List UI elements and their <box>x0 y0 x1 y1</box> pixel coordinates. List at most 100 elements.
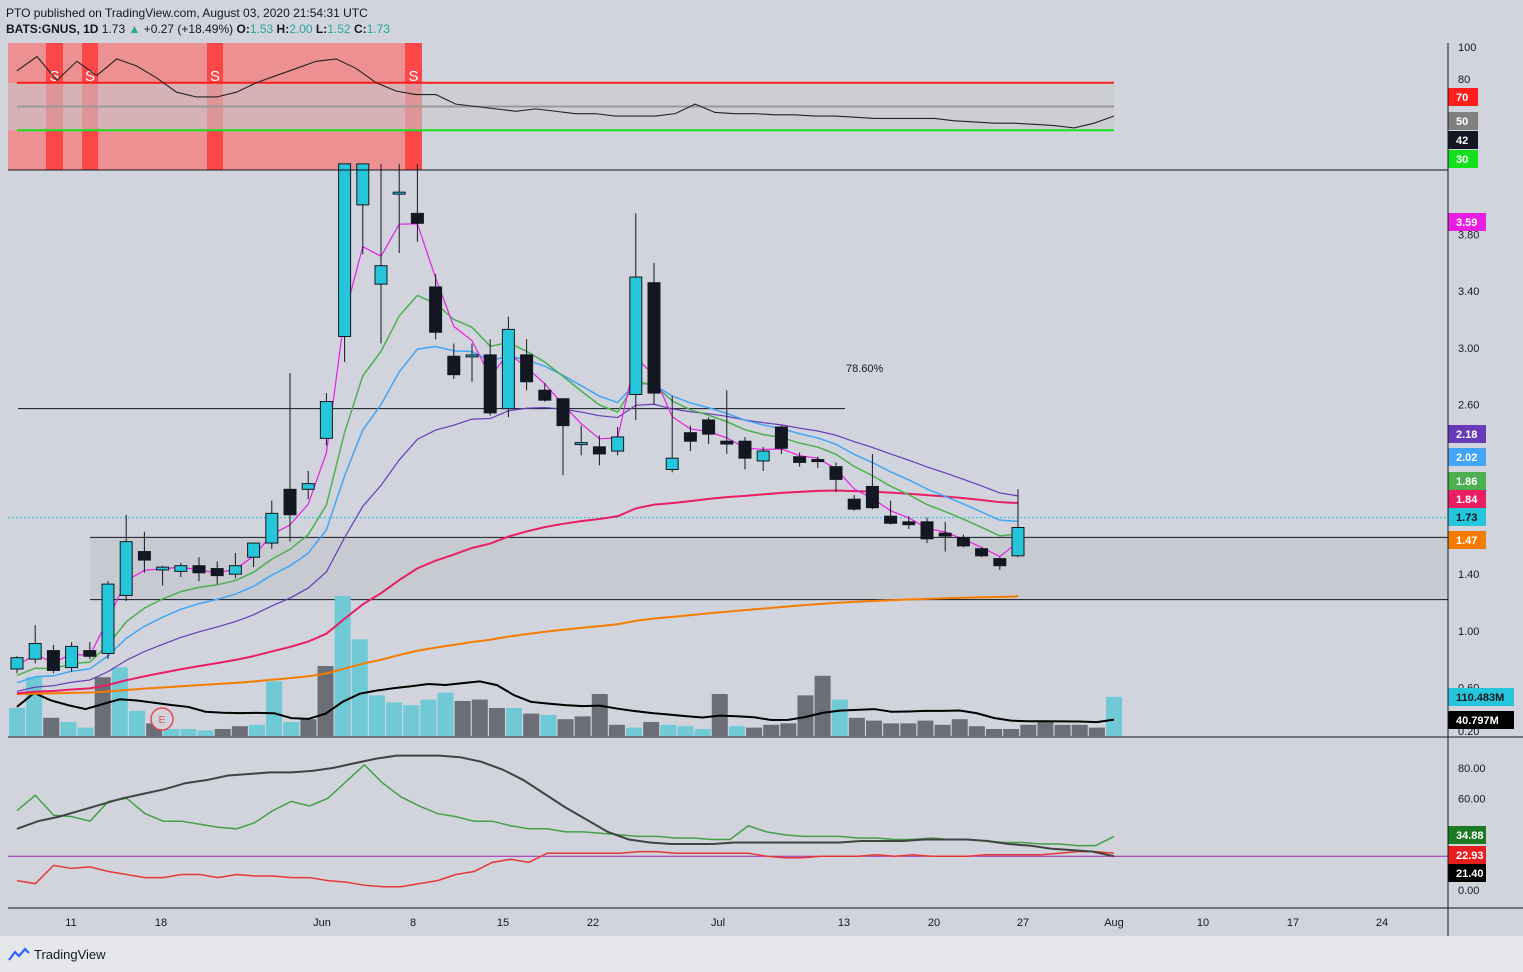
candle-body <box>520 354 534 383</box>
candle-body <box>28 643 42 660</box>
volume-bar <box>814 675 831 736</box>
badge-rsi-30-label: 30 <box>1456 154 1468 166</box>
volume-bar <box>900 723 917 736</box>
candle-body <box>83 650 97 657</box>
symbol-label: BATS:GNUS, 1D <box>6 22 99 36</box>
volume-bar <box>591 694 608 736</box>
ma-blue-line <box>16 345 1019 684</box>
badge-ma-1-47-label: 1.47 <box>1456 535 1477 547</box>
volume-bar <box>26 677 43 736</box>
time-axis-label: 15 <box>497 917 509 929</box>
candle-body <box>647 282 661 394</box>
candle-body <box>720 440 734 445</box>
badge-ma-2-18-label: 2.18 <box>1456 429 1477 441</box>
badge-vol-ma-label: 40.797M <box>1456 715 1499 727</box>
candle-body <box>319 401 333 439</box>
badge-adx-22-93 <box>1448 846 1486 864</box>
volume-bar <box>111 667 128 736</box>
badge-ma-2-02 <box>1448 448 1486 466</box>
candle-body <box>483 354 497 414</box>
tradingview-logo[interactable]: TradingView <box>8 947 106 962</box>
candle-body <box>538 389 552 401</box>
badge-ma-3-59-label: 3.59 <box>1456 217 1477 229</box>
badge-rsi-50 <box>1448 112 1478 130</box>
time-axis-label: 10 <box>1197 917 1209 929</box>
candle-body <box>174 565 188 572</box>
candle-body <box>447 355 461 376</box>
candle-body <box>975 548 989 557</box>
candle-body <box>683 432 697 442</box>
sell-signal-label: S <box>210 68 220 85</box>
volume-bar <box>1088 727 1105 736</box>
candle-body <box>774 426 788 449</box>
volume-bar <box>368 695 385 736</box>
earnings-marker[interactable]: E <box>150 707 174 731</box>
candle-body <box>392 191 406 195</box>
badge-ma-1-84-label: 1.84 <box>1456 494 1478 506</box>
candle-body <box>884 515 898 524</box>
candle-body <box>902 521 916 526</box>
volume-bar <box>454 701 471 736</box>
volume-bar <box>437 692 454 736</box>
candle-body <box>429 286 443 333</box>
candle-body <box>501 328 515 410</box>
volume-bar <box>523 713 540 736</box>
volume-bar <box>197 730 214 736</box>
volume-bar <box>403 705 420 736</box>
volume-bar <box>677 726 694 736</box>
badge-ma-1-86-label: 1.86 <box>1456 476 1477 488</box>
zone-rect <box>90 537 1448 600</box>
volume-bar <box>386 702 403 736</box>
volume-bar <box>728 726 745 736</box>
volume-ma-line <box>16 680 1115 724</box>
candle-body <box>793 456 807 463</box>
candle-body <box>611 436 625 452</box>
candle-body <box>938 532 952 537</box>
candle-body <box>956 536 970 547</box>
badge-vol-cur-label: 110.483M <box>1456 692 1504 704</box>
fib-label: 78.60% <box>846 363 884 375</box>
volume-bar <box>968 726 985 736</box>
time-axis-label: 11 <box>65 917 76 929</box>
ma-red-line <box>16 489 1019 695</box>
candle-body <box>10 657 24 670</box>
candle-body <box>283 488 297 516</box>
volume-bar <box>831 699 848 736</box>
volume-bar <box>300 719 317 736</box>
publish-info: PTO published on TradingView.com, August… <box>6 6 368 20</box>
time-axis-label: 20 <box>928 917 940 929</box>
adx-axis-label: 0.00 <box>1458 885 1479 897</box>
adx-line <box>16 754 1115 858</box>
volume-bar <box>746 727 763 736</box>
candlesticks[interactable] <box>10 163 1025 674</box>
volume-bar <box>248 724 265 736</box>
badge-price-1-73-label: 1.73 <box>1456 512 1477 524</box>
volume-bar <box>1054 724 1071 736</box>
volume-bar <box>128 710 145 736</box>
volume-bar <box>180 729 197 736</box>
close-label: C: <box>353 22 367 36</box>
volume-bar <box>60 722 77 736</box>
volume-bar <box>163 729 180 736</box>
candle-body <box>629 276 643 395</box>
high-label: H: <box>276 22 290 36</box>
badge-adx-34-88-label: 34.88 <box>1456 830 1484 842</box>
volume-bar <box>1071 724 1088 736</box>
candle-body <box>356 163 370 206</box>
candle-body <box>65 645 79 669</box>
open-value: 1.53 <box>249 22 274 36</box>
badge-rsi-70-label: 70 <box>1456 92 1468 104</box>
low-value: 1.52 <box>327 22 351 36</box>
price-axis-label: 1.40 <box>1458 569 1479 581</box>
price-axis-label: 1.00 <box>1458 626 1479 638</box>
candle-body <box>702 419 716 435</box>
candle-body <box>574 442 588 446</box>
sell-signal-label: S <box>49 68 59 85</box>
volume-bar <box>77 727 94 736</box>
volume-bar <box>214 729 231 736</box>
low-label: L: <box>315 22 328 36</box>
volume-bar <box>557 719 574 736</box>
ohlc-legend: BATS:GNUS, 1D 1.73 ▲ +0.27 (+18.49%) O:1… <box>6 21 390 37</box>
candle-body <box>265 512 279 544</box>
